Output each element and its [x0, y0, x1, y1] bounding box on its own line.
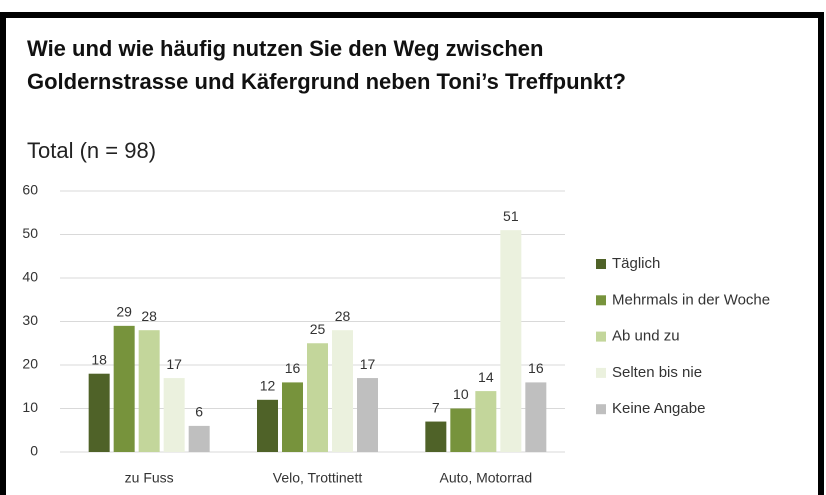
legend-swatch — [596, 404, 606, 415]
x-tick-label: Auto, Motorrad — [440, 470, 533, 486]
y-tick-label: 50 — [22, 225, 38, 241]
y-tick-label: 60 — [22, 182, 38, 198]
chart-subtitle: Total (n = 98) — [27, 138, 157, 163]
data-label: 29 — [116, 304, 132, 320]
data-label: 14 — [478, 369, 494, 385]
data-label: 28 — [141, 308, 157, 324]
data-label: 16 — [285, 360, 301, 376]
x-tick-label: zu Fuss — [125, 470, 174, 486]
legend-swatch — [596, 331, 606, 342]
bar — [357, 378, 378, 452]
legend-swatch — [596, 367, 606, 378]
data-label: 17 — [166, 356, 182, 372]
bar — [282, 382, 303, 452]
bar — [475, 391, 497, 452]
bar — [450, 408, 472, 452]
legend-label: Ab und zu — [612, 328, 680, 345]
data-label: 28 — [335, 308, 351, 324]
frame — [0, 12, 824, 495]
legend-swatch — [596, 295, 606, 306]
legend-label: Keine Angabe — [612, 400, 705, 417]
data-label: 6 — [195, 404, 203, 420]
data-label: 7 — [432, 399, 440, 415]
bar — [307, 343, 328, 452]
legend-label: Selten bis nie — [612, 364, 702, 381]
x-tick-label: Velo, Trottinett — [273, 470, 363, 486]
bar — [525, 382, 547, 452]
data-label: 16 — [528, 360, 544, 376]
y-tick-label: 30 — [22, 312, 38, 328]
legend-label: Mehrmals in der Woche — [612, 291, 770, 308]
bar — [332, 330, 353, 452]
chart-title: Wie und wie häufig nutzen Sie den Weg zw… — [27, 36, 626, 94]
bar — [163, 378, 185, 452]
y-tick-label: 0 — [30, 443, 38, 459]
y-tick-label: 20 — [22, 356, 38, 372]
legend-swatch — [596, 259, 606, 269]
data-label: 25 — [310, 321, 326, 337]
data-label: 10 — [453, 386, 469, 402]
bar — [138, 330, 160, 452]
bar — [500, 230, 522, 452]
bar — [425, 421, 447, 452]
y-tick-label: 10 — [22, 399, 38, 415]
data-label: 51 — [503, 208, 519, 224]
legend-label: Täglich — [612, 255, 660, 272]
bar — [188, 425, 210, 452]
bar — [257, 399, 278, 452]
data-label: 18 — [91, 351, 107, 367]
data-label: 17 — [360, 356, 376, 372]
bar — [88, 373, 110, 452]
y-tick-label: 40 — [22, 269, 38, 285]
data-label: 12 — [260, 378, 276, 394]
bar — [113, 325, 135, 452]
